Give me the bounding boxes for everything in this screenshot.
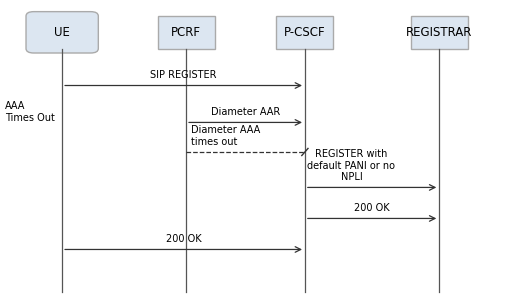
Text: REGISTRAR: REGISTRAR bbox=[406, 26, 472, 39]
Text: Diameter AAR: Diameter AAR bbox=[211, 107, 280, 117]
FancyBboxPatch shape bbox=[411, 16, 468, 48]
Text: P-CSCF: P-CSCF bbox=[284, 26, 326, 39]
Text: AAA
Times Out: AAA Times Out bbox=[5, 101, 55, 123]
Text: PCRF: PCRF bbox=[171, 26, 201, 39]
Text: Diameter AAA
times out: Diameter AAA times out bbox=[191, 125, 260, 147]
Text: SIP REGISTER: SIP REGISTER bbox=[150, 70, 217, 80]
FancyBboxPatch shape bbox=[277, 16, 334, 48]
Text: 200 OK: 200 OK bbox=[354, 203, 390, 213]
FancyBboxPatch shape bbox=[26, 12, 98, 53]
Text: 200 OK: 200 OK bbox=[165, 234, 201, 244]
Text: UE: UE bbox=[54, 26, 70, 39]
FancyBboxPatch shape bbox=[158, 16, 215, 48]
Text: REGISTER with
default PANI or no
NPLI: REGISTER with default PANI or no NPLI bbox=[307, 149, 395, 182]
